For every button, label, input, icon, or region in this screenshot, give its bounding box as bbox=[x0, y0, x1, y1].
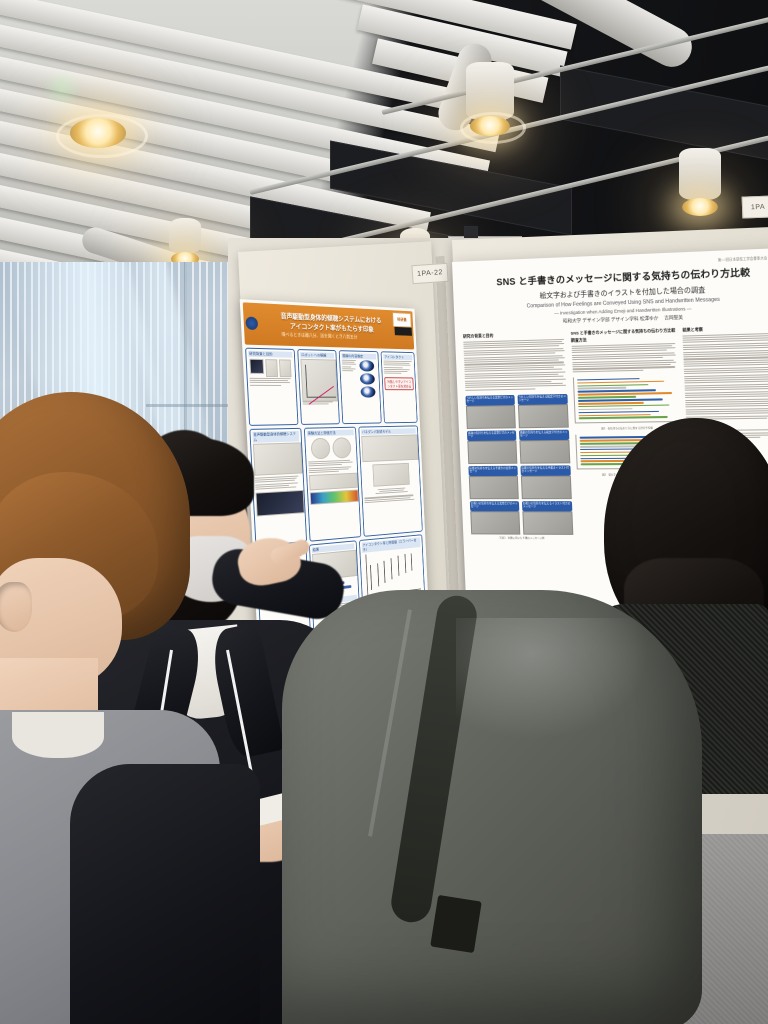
panel-insight: アイコンタクト 対話しやすいアイコンタクト率を求める bbox=[380, 351, 418, 424]
attendee-dark-jacket bbox=[70, 764, 260, 1024]
body-text-lines bbox=[341, 359, 360, 398]
research-objective-callout: 対話しやすいアイコンタクト率を求める bbox=[384, 377, 414, 391]
body-text-lines bbox=[682, 331, 768, 420]
figure-photo bbox=[265, 359, 279, 378]
downlight-ring bbox=[460, 112, 526, 144]
downlight-ring bbox=[56, 114, 148, 158]
panel-heading: アイコンタクト bbox=[383, 354, 413, 361]
scatter-plot-figure bbox=[300, 358, 338, 405]
backpack-highlight bbox=[456, 618, 646, 738]
attendee-foreground-left bbox=[0, 392, 260, 1024]
downlight bbox=[676, 148, 724, 222]
figure-photo bbox=[278, 359, 292, 378]
downlight-lamp bbox=[70, 118, 126, 148]
poster-left-header: 音声駆動型身体的傾聴システムにおける アイコンタクト率がもたらす印象 喋べるとき… bbox=[242, 302, 415, 350]
board-id-left: 1PA-22 bbox=[411, 262, 449, 285]
downlight-lamp bbox=[470, 116, 510, 136]
window-transom bbox=[146, 404, 264, 407]
eye-photo-icon bbox=[359, 360, 375, 372]
attendee-ear bbox=[0, 582, 32, 632]
body-text-lines bbox=[463, 338, 567, 391]
kakenhi-logo-icon: 科研費 bbox=[392, 312, 412, 328]
downlight bbox=[56, 106, 148, 158]
figure-photo bbox=[249, 358, 265, 374]
backpack-buckle bbox=[430, 894, 482, 954]
downlight-housing bbox=[169, 218, 201, 254]
attendee-collar bbox=[12, 712, 104, 758]
university-logo-icon bbox=[245, 316, 259, 331]
chart-feelings-conveyed bbox=[572, 375, 681, 424]
backpack bbox=[282, 590, 702, 1024]
eye-photo-icon bbox=[360, 373, 376, 385]
body-text-lines bbox=[249, 377, 294, 386]
body-text-lines bbox=[383, 360, 413, 374]
sponsor-logo-icon bbox=[394, 326, 412, 336]
ceiling bbox=[0, 0, 768, 272]
attendee-with-backpack bbox=[282, 418, 768, 1024]
eye-photo-icon bbox=[360, 386, 376, 398]
downlight bbox=[460, 62, 526, 144]
downlight-lamp bbox=[682, 198, 718, 216]
panel-heading: 研究背景と目的 bbox=[248, 350, 293, 358]
panel-heading: 視線の内容推定 bbox=[341, 353, 377, 360]
body-text-lines bbox=[571, 342, 678, 373]
window-mullion bbox=[184, 262, 187, 522]
downlight-housing bbox=[466, 62, 514, 120]
panel-heading: ロボットへの視線 bbox=[300, 352, 334, 359]
downlight bbox=[166, 218, 204, 272]
board-id-right: 1PA bbox=[741, 195, 768, 219]
downlight-housing bbox=[679, 148, 721, 200]
